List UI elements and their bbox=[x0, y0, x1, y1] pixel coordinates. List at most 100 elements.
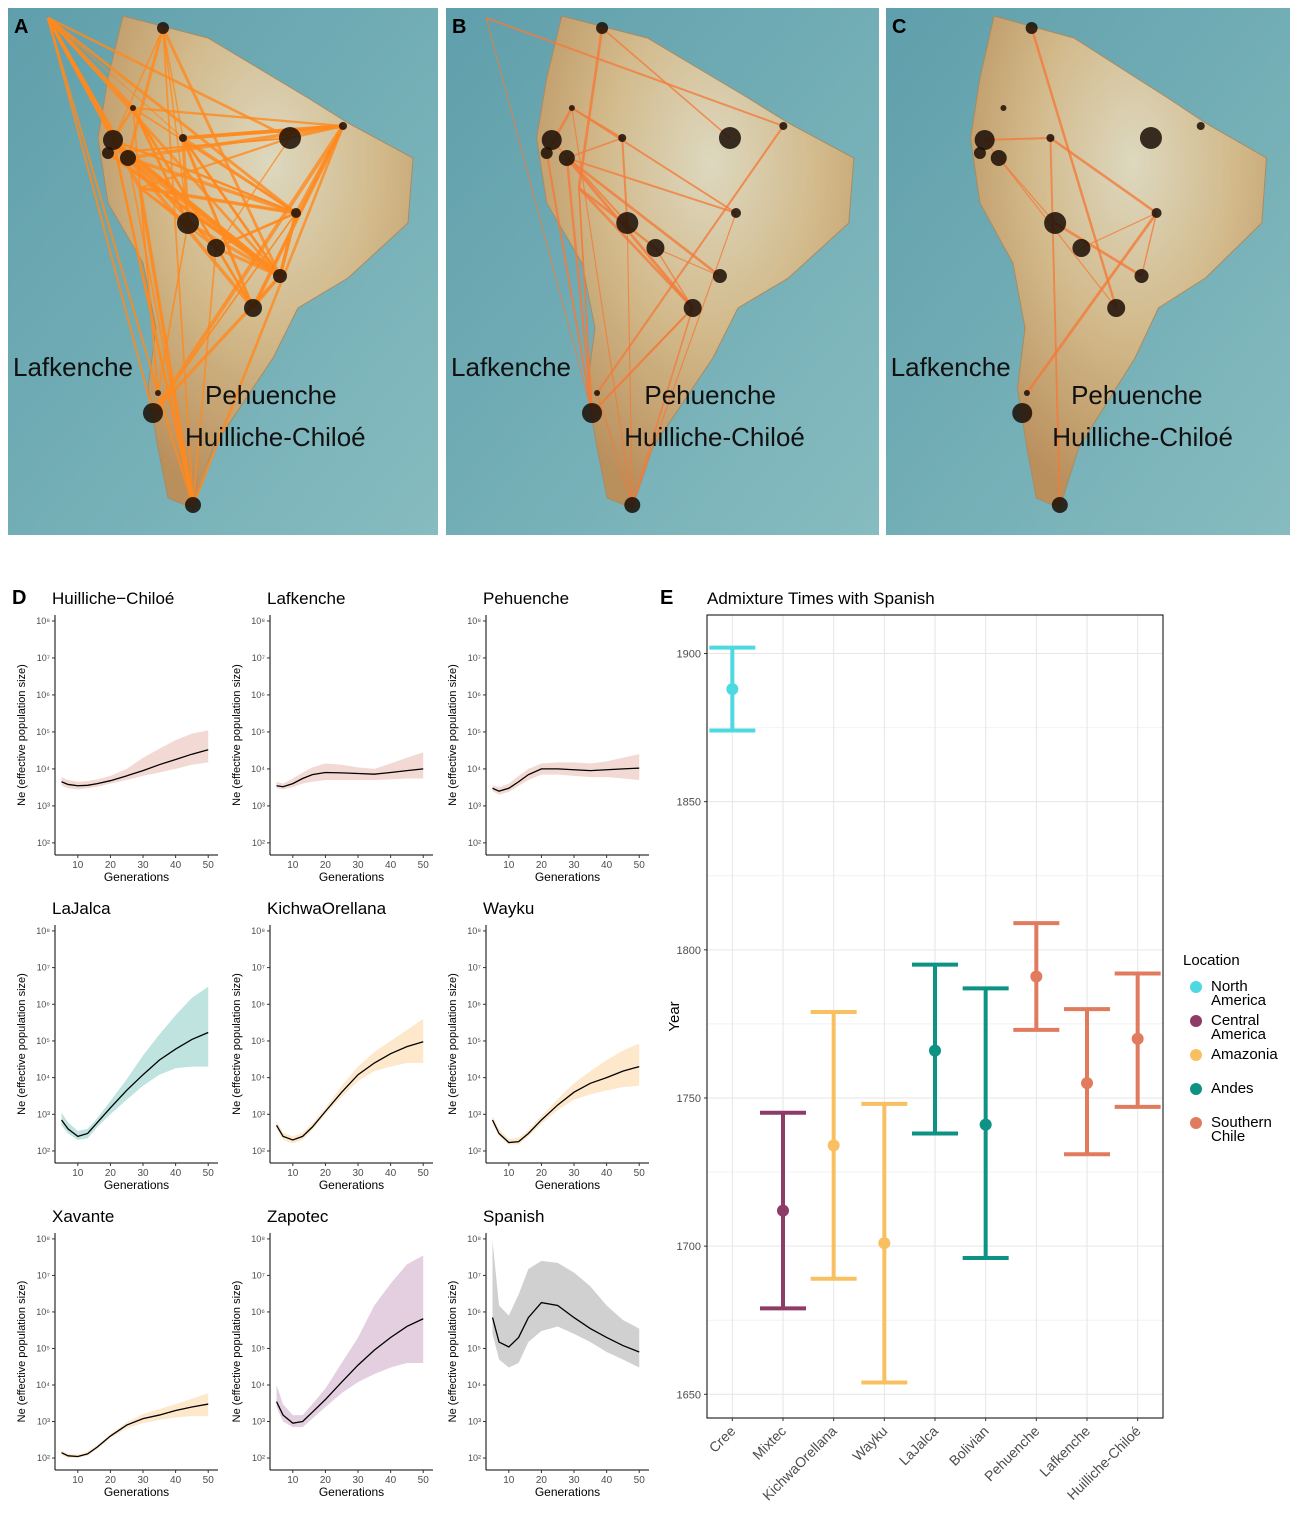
y-tick-label: 10³ bbox=[252, 1417, 265, 1427]
x-axis-label: Generations bbox=[319, 1485, 384, 1499]
y-axis-label: Ne (effective population size) bbox=[231, 1281, 243, 1423]
y-tick-label: 10³ bbox=[468, 1109, 481, 1119]
y-tick-label: 10³ bbox=[37, 1417, 50, 1427]
x-tick-label: Cree bbox=[706, 1423, 739, 1456]
y-tick-label: 10⁴ bbox=[467, 1380, 481, 1390]
y-tick-label: 10⁴ bbox=[36, 1073, 50, 1083]
y-tick-label: 10³ bbox=[252, 1109, 265, 1119]
legend-swatch bbox=[1190, 1049, 1202, 1061]
y-axis-label: Year bbox=[666, 1001, 683, 1031]
x-tick-label: 10 bbox=[503, 1475, 515, 1486]
legend-label: North America bbox=[1211, 980, 1291, 1008]
confidence-band bbox=[62, 730, 209, 789]
point bbox=[777, 1205, 789, 1217]
x-tick-label: 10 bbox=[72, 1168, 84, 1179]
y-tick-label: 10⁶ bbox=[251, 1307, 265, 1317]
x-tick-label: 40 bbox=[601, 1168, 613, 1179]
y-tick-label: 10⁴ bbox=[36, 764, 50, 774]
confidence-band bbox=[277, 1019, 424, 1144]
y-tick-label: 10⁵ bbox=[467, 1343, 481, 1353]
y-tick-label: 10² bbox=[252, 1453, 265, 1463]
chart-title: Pehuenche bbox=[483, 589, 569, 608]
x-axis-label: Generations bbox=[319, 1178, 384, 1192]
y-tick-label: 10⁶ bbox=[467, 999, 481, 1009]
y-tick-label: 10⁶ bbox=[36, 999, 50, 1009]
x-tick-label: 50 bbox=[418, 860, 430, 871]
y-tick-label: 1800 bbox=[677, 945, 701, 957]
y-tick-label: 10⁸ bbox=[36, 616, 50, 626]
panel-label: D bbox=[12, 587, 26, 609]
confidence-band bbox=[493, 1044, 640, 1145]
x-tick-label: 50 bbox=[418, 1168, 430, 1179]
x-tick-label: 50 bbox=[634, 1475, 646, 1486]
y-tick-label: 10⁴ bbox=[251, 1073, 265, 1083]
chart-title: Huilliche−Chiloé bbox=[52, 589, 174, 608]
y-axis-label: Ne (effective population size) bbox=[447, 664, 459, 806]
y-tick-label: 10⁵ bbox=[36, 1343, 50, 1353]
point bbox=[929, 1045, 941, 1057]
y-tick-label: 10² bbox=[252, 838, 265, 848]
x-axis-label: Generations bbox=[104, 1178, 169, 1192]
point bbox=[726, 683, 738, 695]
y-tick-label: 10³ bbox=[468, 1417, 481, 1427]
y-tick-label: 10⁷ bbox=[37, 653, 50, 663]
y-tick-label: 10³ bbox=[468, 801, 481, 811]
legend-label: Amazonia bbox=[1211, 1048, 1291, 1062]
y-tick-label: 10³ bbox=[37, 1109, 50, 1119]
x-tick-label: 50 bbox=[203, 1475, 215, 1486]
y-tick-label: 10⁵ bbox=[467, 1036, 481, 1046]
y-tick-label: 10⁸ bbox=[251, 616, 265, 626]
x-axis-label: Generations bbox=[535, 1178, 600, 1192]
y-tick-label: 10⁵ bbox=[36, 1036, 50, 1046]
x-tick-label: 10 bbox=[503, 1168, 515, 1179]
legend-swatch bbox=[1190, 1083, 1202, 1095]
y-tick-label: 10⁶ bbox=[36, 1307, 50, 1317]
x-axis-label: Generations bbox=[535, 870, 600, 884]
y-axis-label: Ne (effective population size) bbox=[16, 664, 28, 806]
y-tick-label: 10⁸ bbox=[467, 616, 481, 626]
x-tick-label: 40 bbox=[385, 860, 397, 871]
y-axis-label: Ne (effective population size) bbox=[231, 973, 243, 1115]
x-tick-label: 50 bbox=[203, 1168, 215, 1179]
y-tick-label: 10² bbox=[37, 838, 50, 848]
y-tick-label: 10⁶ bbox=[467, 690, 481, 700]
legend-label: Southern Chile bbox=[1211, 1116, 1291, 1144]
y-tick-label: 10⁶ bbox=[467, 1307, 481, 1317]
y-tick-label: 10³ bbox=[37, 801, 50, 811]
x-tick-label: 50 bbox=[634, 860, 646, 871]
x-tick-label: 40 bbox=[601, 1475, 613, 1486]
x-tick-label: 50 bbox=[418, 1475, 430, 1486]
y-tick-label: 10⁵ bbox=[467, 727, 481, 737]
x-tick-label: 10 bbox=[72, 1475, 84, 1486]
x-tick-label: 10 bbox=[287, 1168, 299, 1179]
confidence-band bbox=[62, 987, 209, 1140]
y-tick-label: 10⁷ bbox=[252, 963, 265, 973]
y-tick-label: 10² bbox=[468, 1453, 481, 1463]
y-tick-label: 10⁴ bbox=[467, 764, 481, 774]
point bbox=[1132, 1033, 1144, 1045]
y-tick-label: 10⁷ bbox=[252, 1270, 265, 1280]
y-tick-label: 10² bbox=[468, 838, 481, 848]
y-tick-label: 10⁵ bbox=[251, 1036, 265, 1046]
x-tick-label: Pehuenche bbox=[981, 1423, 1043, 1485]
y-tick-label: 10⁷ bbox=[468, 653, 481, 663]
y-tick-label: 10⁸ bbox=[36, 1234, 50, 1244]
y-tick-label: 10⁷ bbox=[37, 963, 50, 973]
y-axis-label: Ne (effective population size) bbox=[447, 1281, 459, 1423]
x-tick-label: 40 bbox=[170, 1475, 182, 1486]
y-tick-label: 10⁷ bbox=[468, 963, 481, 973]
x-tick-label: 40 bbox=[385, 1168, 397, 1179]
legend-label: Central America bbox=[1211, 1014, 1291, 1042]
y-tick-label: 10⁶ bbox=[251, 690, 265, 700]
y-tick-label: 10⁴ bbox=[36, 1380, 50, 1390]
x-tick-label: 10 bbox=[287, 1475, 299, 1486]
y-axis-label: Ne (effective population size) bbox=[16, 1281, 28, 1423]
y-tick-label: 10⁴ bbox=[251, 764, 265, 774]
y-tick-label: 10⁸ bbox=[251, 1234, 265, 1244]
point bbox=[1030, 970, 1042, 982]
x-tick-label: Mixtec bbox=[749, 1423, 789, 1463]
x-tick-label: 10 bbox=[72, 860, 84, 871]
y-axis-label: Ne (effective population size) bbox=[447, 973, 459, 1115]
x-tick-label: 10 bbox=[503, 860, 515, 871]
y-tick-label: 10² bbox=[252, 1146, 265, 1156]
